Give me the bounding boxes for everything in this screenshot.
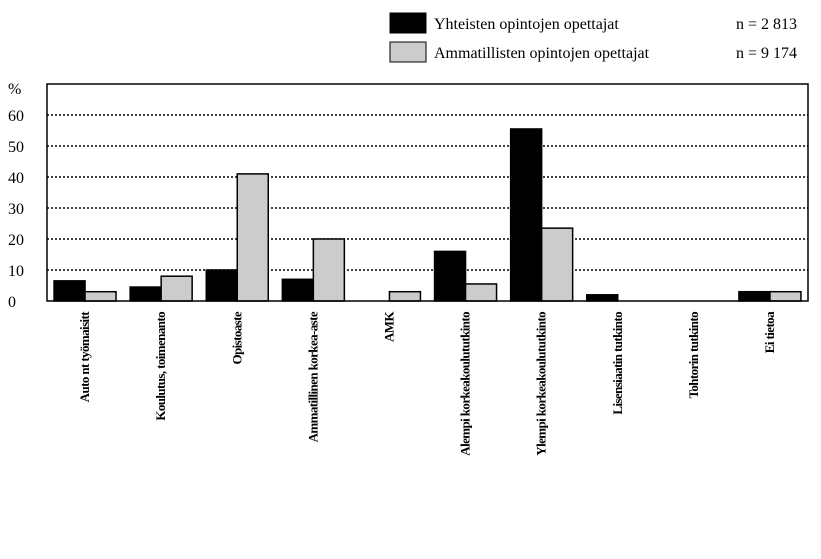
legend-n-series-1: n = 2 813	[736, 16, 797, 33]
y-tick-label: 10	[8, 263, 24, 280]
y-unit-label: %	[8, 81, 21, 98]
x-tick-label: Koulutus, toimenanto	[153, 312, 168, 421]
x-tick-label: Opistoaste	[229, 311, 244, 364]
bar-series-1	[738, 290, 771, 302]
bars	[53, 128, 802, 302]
bar-series-2	[84, 290, 117, 302]
bar-series-2	[769, 290, 802, 302]
y-tick-label: 20	[8, 232, 24, 249]
x-tick-label: Auto nt työmaisitt	[77, 311, 92, 403]
y-tick-labels: 0 10 20 30 40 50 60	[8, 108, 24, 311]
x-tick-label: Alempi korkeakoulututkinto	[458, 312, 473, 456]
bar-series-1	[509, 128, 543, 302]
bar-series-2	[464, 283, 498, 302]
y-tick-label: 40	[8, 170, 24, 187]
plot-frame	[46, 83, 809, 302]
legend-swatch-series-2	[389, 41, 427, 63]
bar-series-2	[160, 275, 193, 302]
bar-series-1	[205, 269, 238, 302]
x-tick-labels: Auto nt työmaisitt Koulutus, toimenanto Op…	[77, 311, 777, 456]
y-tick-label: 0	[8, 294, 16, 311]
gridlines	[47, 114, 808, 271]
x-tick-label: Ei tietoa	[762, 311, 777, 353]
bar-series-1	[129, 286, 162, 302]
bar-series-2	[540, 227, 574, 302]
x-tick-label: AMK	[381, 311, 396, 342]
legend-label-series-2: Ammatillisten opintojen opettajat	[434, 45, 650, 62]
bar-series-1	[53, 280, 86, 302]
y-tick-label: 50	[8, 139, 24, 156]
x-tick-label: Tohtorin tutkinto	[686, 312, 701, 399]
x-tick-label: Ylempi korkeakoulututkinto	[534, 312, 549, 456]
legend: Yhteisten opintojen opettajat n = 2 813 …	[389, 12, 797, 63]
legend-swatch-series-1	[389, 12, 427, 34]
legend-label-series-1: Yhteisten opintojen opettajat	[434, 16, 619, 33]
bar-series-2	[388, 290, 422, 302]
x-tick-label: Ammatillinen korkea-aste	[305, 311, 320, 442]
legend-n-series-2: n = 9 174	[736, 45, 797, 62]
bar-series-1	[281, 278, 315, 302]
x-tick-label: Lisensiaatin tutkinto	[610, 312, 625, 415]
y-tick-label: 60	[8, 108, 24, 125]
bar-series-1	[586, 294, 619, 302]
bar-series-1	[433, 250, 467, 302]
bar-series-2	[312, 238, 346, 302]
y-tick-label: 30	[8, 201, 24, 218]
bar-series-2	[236, 173, 269, 302]
